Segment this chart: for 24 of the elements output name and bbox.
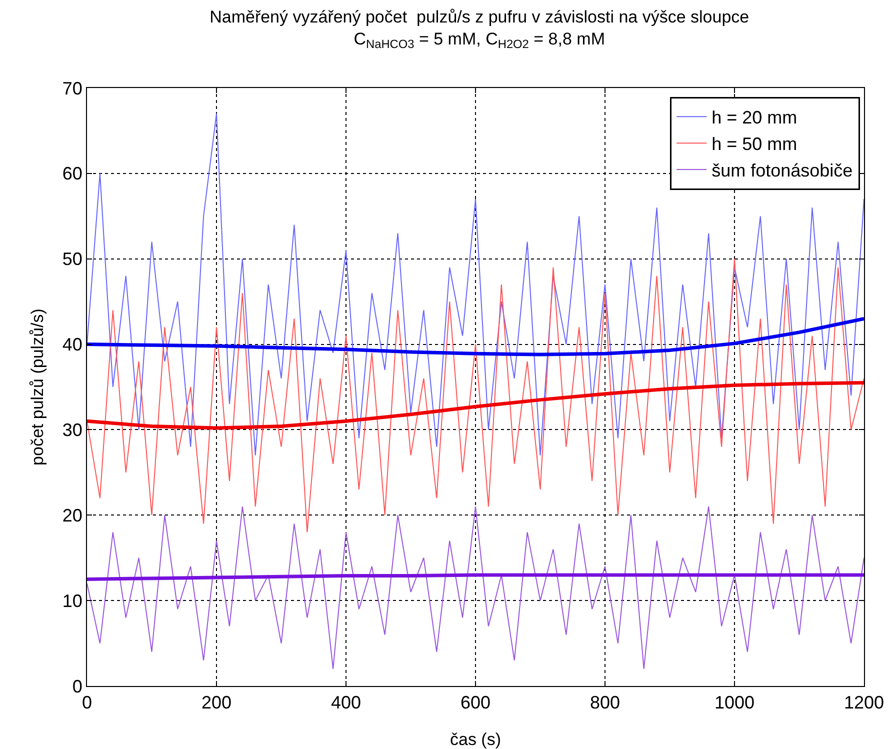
line-series bbox=[87, 316, 864, 356]
legend-label: h = 50 mm bbox=[712, 134, 798, 154]
y-tick-label: 20 bbox=[62, 505, 82, 526]
y-axis-title: počet pulzů (pulzů/s) bbox=[28, 308, 47, 466]
x-tick-label: 600 bbox=[460, 692, 491, 713]
x-tick-label: 1000 bbox=[714, 692, 755, 713]
x-tick-label: 400 bbox=[330, 692, 362, 713]
y-tick-label: 50 bbox=[62, 249, 82, 270]
x-tick-label: 200 bbox=[201, 692, 232, 713]
y-tick-label: 10 bbox=[62, 590, 82, 611]
x-axis-title: čas (s) bbox=[450, 730, 501, 749]
y-tick-label: 40 bbox=[62, 334, 82, 355]
line-series bbox=[87, 258, 864, 533]
y-tick-label: 70 bbox=[62, 78, 82, 98]
y-tick-label: 60 bbox=[62, 164, 82, 184]
legend-label: šum fotonásobiče bbox=[712, 160, 853, 180]
x-tick-label: 800 bbox=[590, 692, 620, 713]
x-tick-label: 1200 bbox=[844, 692, 884, 713]
y-tick-label: 30 bbox=[62, 420, 82, 440]
y-tick-label: 0 bbox=[72, 676, 82, 696]
line-series bbox=[87, 380, 864, 430]
legend-label: h = 20 mm bbox=[712, 108, 798, 128]
chart-title: Naměřený vyzářený počet pulzů/s z pufru v závislosti na výšce sloupce C$_{NaHCO3}$ = 5 mM, C$_{H2O2}$ = 8,8 mM bbox=[210, 7, 750, 52]
line-series bbox=[87, 506, 864, 670]
